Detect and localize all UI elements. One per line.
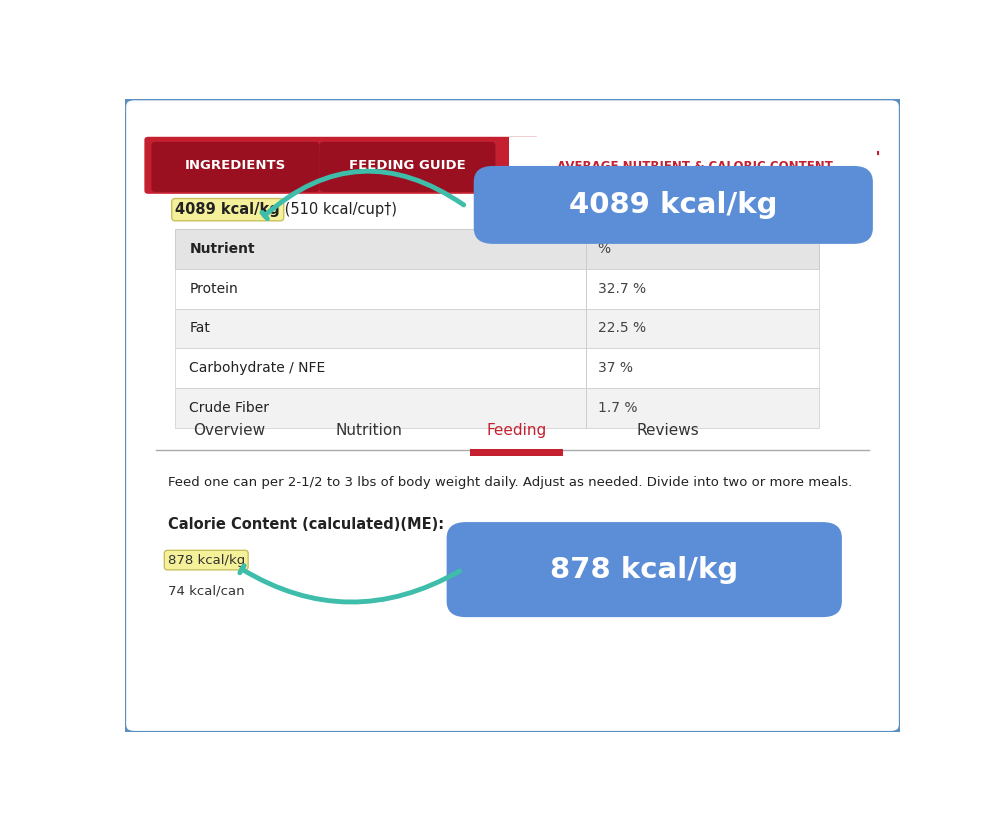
Text: Nutrient: Nutrient (189, 242, 255, 256)
Text: Feed one can per 2-1/2 to 3 lbs of body weight daily. Adjust as needed. Divide i: Feed one can per 2-1/2 to 3 lbs of body … (168, 476, 852, 489)
Text: INGREDIENTS: INGREDIENTS (184, 159, 286, 172)
Text: 32.7 %: 32.7 % (598, 281, 646, 295)
FancyBboxPatch shape (474, 166, 873, 244)
FancyBboxPatch shape (320, 142, 495, 192)
FancyBboxPatch shape (175, 388, 819, 428)
FancyBboxPatch shape (144, 137, 540, 194)
FancyBboxPatch shape (175, 229, 819, 268)
FancyBboxPatch shape (175, 309, 819, 348)
Text: 22.5 %: 22.5 % (598, 322, 646, 336)
Text: Fat: Fat (189, 322, 210, 336)
Text: 37 %: 37 % (598, 361, 633, 375)
FancyBboxPatch shape (175, 268, 819, 309)
FancyBboxPatch shape (470, 449, 563, 456)
Text: FEEDING GUIDE: FEEDING GUIDE (349, 159, 465, 172)
Text: 4089 kcal/kg: 4089 kcal/kg (175, 202, 280, 217)
FancyBboxPatch shape (175, 348, 819, 388)
Text: Crude Fiber: Crude Fiber (189, 402, 269, 416)
Text: AVERAGE NUTRIENT & CALORIC CONTENT: AVERAGE NUTRIENT & CALORIC CONTENT (557, 160, 833, 174)
Text: Feeding: Feeding (486, 423, 546, 438)
Text: Nutrition: Nutrition (336, 423, 403, 438)
FancyBboxPatch shape (509, 137, 877, 197)
Text: Calorie Content (calculated)(ME):: Calorie Content (calculated)(ME): (168, 517, 444, 532)
Text: Overview: Overview (194, 423, 266, 438)
Text: 878 kcal/kg: 878 kcal/kg (168, 554, 245, 566)
Text: Carbohydrate / NFE: Carbohydrate / NFE (189, 361, 326, 375)
FancyBboxPatch shape (151, 142, 320, 192)
Text: (510 kcal/cup†): (510 kcal/cup†) (280, 202, 397, 217)
Text: 878 kcal/kg: 878 kcal/kg (550, 556, 738, 584)
Text: %: % (598, 242, 611, 256)
Text: 4089 kcal/kg: 4089 kcal/kg (569, 191, 778, 219)
FancyBboxPatch shape (447, 522, 842, 617)
Text: 74 kcal/can: 74 kcal/can (168, 584, 244, 597)
FancyBboxPatch shape (123, 97, 902, 734)
Text: Reviews: Reviews (636, 423, 699, 438)
Text: Protein: Protein (189, 281, 238, 295)
Text: 1.7 %: 1.7 % (598, 402, 637, 416)
